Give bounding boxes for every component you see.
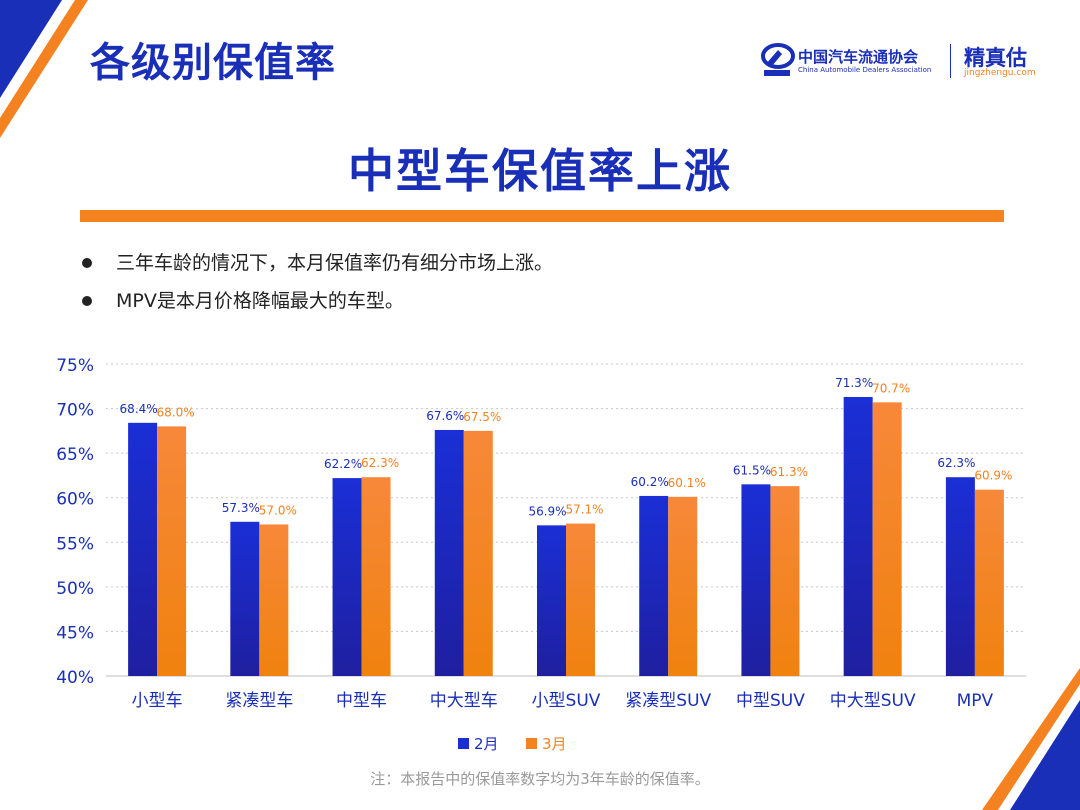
y-tick-label: 40% — [56, 668, 94, 688]
data-label: 62.3% — [937, 456, 975, 470]
bar-mar — [157, 426, 187, 676]
bar-mar — [259, 524, 289, 676]
bar-feb — [332, 478, 362, 676]
data-label: 68.4% — [120, 402, 158, 416]
bar-mar — [361, 477, 391, 676]
association-name-en: China Automobile Dealers Association — [798, 66, 932, 74]
x-tick-label: MPV — [957, 691, 994, 711]
data-label: 60.2% — [631, 475, 669, 489]
bullet-text: MPV是本月价格降幅最大的车型。 — [116, 290, 404, 312]
data-label: 60.1% — [668, 476, 706, 490]
x-tick-label: 中型车 — [336, 691, 387, 711]
data-label: 68.0% — [157, 405, 195, 419]
bottom-right-blue-stripe — [1010, 700, 1080, 810]
bullet-text: 三年车龄的情况下，本月保值率仍有细分市场上涨。 — [116, 252, 554, 274]
brand-name: 精真估 — [964, 46, 1027, 70]
data-label: 62.2% — [324, 457, 362, 471]
brand-url: jingzhengu.com — [964, 68, 1036, 78]
title-underline-bar — [80, 210, 1004, 222]
association-name-cn: 中国汽车流通协会 — [798, 48, 919, 66]
bar-mar — [974, 489, 1004, 676]
bar-mar — [872, 402, 902, 676]
data-label: 61.5% — [733, 463, 771, 477]
bullet-list: 三年车龄的情况下，本月保值率仍有细分市场上涨。 MPV是本月价格降幅最大的车型。 — [78, 250, 553, 326]
main-title: 中型车保值率上涨 — [348, 144, 732, 198]
bullet-dot — [82, 296, 92, 306]
bar-mar — [770, 486, 800, 676]
legend-label: 3月 — [542, 735, 567, 753]
bullet-item: MPV是本月价格降幅最大的车型。 — [78, 288, 553, 326]
footnote: 注：本报告中的保值率数字均为3年车龄的保值率。 — [370, 770, 710, 788]
data-label: 57.0% — [259, 503, 297, 517]
association-logo-icon — [761, 43, 795, 76]
top-left-orange-stripe — [0, 0, 88, 138]
bar-feb — [434, 429, 464, 676]
bar-feb — [230, 521, 260, 676]
data-label: 60.9% — [974, 469, 1012, 483]
y-tick-label: 65% — [56, 445, 94, 465]
y-tick-label: 70% — [56, 401, 94, 421]
section-title: 各级别保值率 — [90, 40, 336, 86]
legend-swatch — [526, 738, 537, 749]
x-tick-label: 中大型SUV — [830, 691, 916, 711]
data-label: 67.5% — [463, 410, 501, 424]
bar-feb — [639, 495, 669, 676]
data-label: 70.7% — [872, 381, 910, 395]
y-tick-label: 60% — [56, 490, 94, 510]
y-tick-label: 45% — [56, 623, 94, 643]
data-label: 57.3% — [222, 501, 260, 515]
data-label: 56.9% — [528, 504, 566, 518]
x-tick-label: 中大型车 — [430, 691, 498, 711]
legend-swatch — [458, 738, 469, 749]
bar-mar — [668, 496, 698, 676]
bullet-item: 三年车龄的情况下，本月保值率仍有细分市场上涨。 — [78, 250, 553, 288]
logo-divider — [950, 44, 951, 78]
data-label: 67.6% — [426, 409, 464, 423]
bullet-dot — [82, 258, 92, 268]
y-tick-label: 55% — [56, 534, 94, 554]
bar-feb — [945, 477, 975, 676]
x-tick-label: 中型SUV — [736, 691, 805, 711]
x-tick-label: 紧凑型车 — [225, 691, 293, 711]
bar-feb — [537, 525, 566, 676]
data-label: 71.3% — [835, 376, 873, 390]
data-label: 62.3% — [361, 456, 399, 470]
y-tick-label: 50% — [56, 579, 94, 599]
data-label: 61.3% — [770, 465, 808, 479]
y-tick-label: 75% — [56, 356, 94, 376]
data-label: 57.1% — [565, 503, 603, 517]
header-logos: 中国汽车流通协会 China Automobile Dealers Associ… — [758, 42, 1058, 82]
x-tick-label: 小型车 — [132, 691, 183, 711]
bar-feb — [128, 422, 158, 676]
bar-feb — [741, 484, 771, 676]
bar-feb — [843, 396, 873, 676]
x-tick-label: 紧凑型SUV — [625, 691, 711, 711]
legend-label: 2月 — [474, 735, 499, 753]
bar-mar — [566, 523, 595, 676]
bar-mar — [463, 430, 493, 676]
x-tick-label: 小型SUV — [532, 691, 601, 711]
top-left-blue-stripe — [0, 0, 62, 98]
bottom-right-orange-stripe — [982, 668, 1080, 810]
